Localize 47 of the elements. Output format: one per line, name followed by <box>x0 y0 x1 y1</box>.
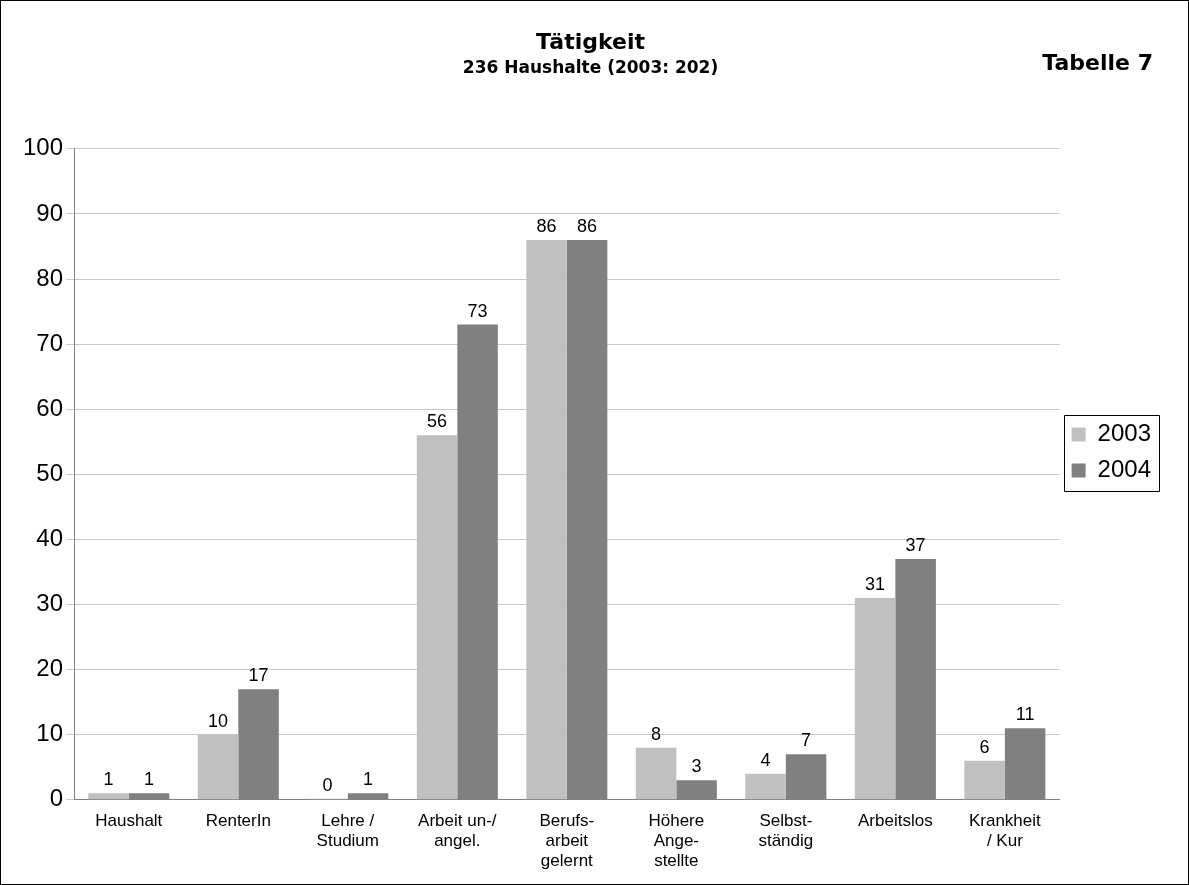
data-label: 3 <box>691 756 702 777</box>
x-tick-label: Selbst- ständig <box>758 810 814 851</box>
data-label: 4 <box>760 749 771 770</box>
x-tick-label: Arbeitslos <box>858 810 933 830</box>
x-tick-label: Krankheit / Kur <box>968 810 1042 851</box>
y-tick-label: 100 <box>23 133 64 161</box>
data-label: 7 <box>801 730 812 751</box>
y-tick-label: 10 <box>36 719 64 747</box>
y-tick-label: 80 <box>36 263 64 291</box>
data-label: 8 <box>651 723 662 744</box>
legend-label: 2003 <box>1097 419 1151 447</box>
data-label: 10 <box>208 710 229 731</box>
bar <box>635 747 677 800</box>
data-label: 73 <box>467 300 488 321</box>
data-label: 0 <box>322 774 333 795</box>
legend-label: 2004 <box>1097 455 1151 483</box>
data-label: 6 <box>979 736 990 757</box>
y-tick-label: 60 <box>36 393 64 421</box>
y-tick-label: 50 <box>36 458 64 486</box>
data-label: 17 <box>248 665 269 686</box>
x-tick-label: RenterIn <box>205 810 271 830</box>
data-label: 56 <box>427 411 448 432</box>
y-tick-label: 0 <box>49 784 64 812</box>
data-label: 86 <box>536 215 557 236</box>
y-tick-label: 90 <box>36 198 64 226</box>
data-label: 37 <box>905 534 926 555</box>
data-label: 1 <box>103 769 114 790</box>
x-tick-label: Berufs- arbeit gelernt <box>539 810 595 871</box>
x-tick-label: Haushalt <box>95 810 163 830</box>
text: Tabelle 7 <box>1042 50 1153 75</box>
x-tick-label: Höhere Ange- stellte <box>648 810 705 871</box>
y-tick-label: 70 <box>36 328 64 356</box>
chart-subtitle: 236 Haushalte (2003: 202) <box>462 57 719 78</box>
chart-title: Tätigkeit <box>536 28 646 54</box>
x-tick-label: Arbeit un-/ angel. <box>418 810 497 851</box>
y-tick-label: 30 <box>36 589 64 617</box>
data-label: 1 <box>363 769 374 790</box>
data-label: 31 <box>865 573 886 594</box>
bar <box>745 773 786 800</box>
data-label: 86 <box>577 215 598 236</box>
data-label: 11 <box>1015 704 1035 725</box>
y-tick-label: 40 <box>36 524 64 552</box>
y-tick-label: 20 <box>36 654 64 682</box>
x-tick-label: Lehre / Studium <box>316 810 379 851</box>
data-label: 1 <box>144 769 155 790</box>
bar <box>964 760 1005 800</box>
bar <box>88 793 129 800</box>
